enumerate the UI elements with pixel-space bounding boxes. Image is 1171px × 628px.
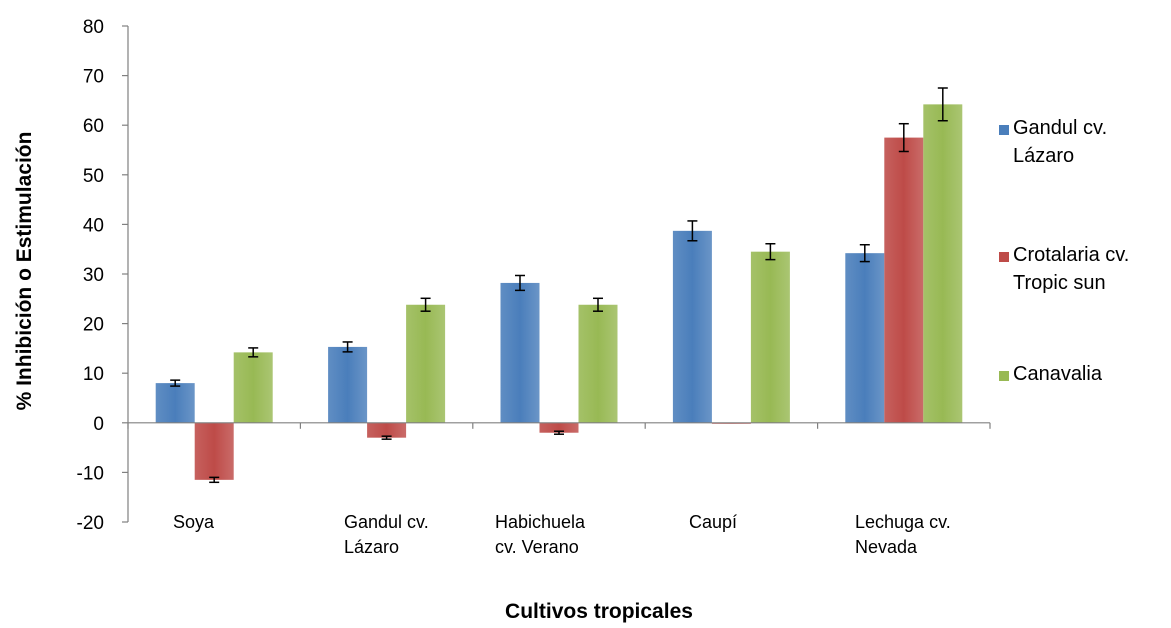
category-label: Habichuela cv. Verano bbox=[495, 512, 586, 557]
category-label: Caupí bbox=[689, 512, 737, 532]
y-axis-title: % Inhibición o Estimulación bbox=[13, 132, 36, 411]
bar bbox=[194, 422, 234, 480]
y-tick-label: 40 bbox=[83, 215, 104, 236]
bar bbox=[923, 104, 963, 423]
bar bbox=[750, 251, 790, 423]
y-tick-label: 20 bbox=[83, 315, 104, 336]
legend: Gandul cv. Lázaro Crotalaria cv. Tropic sun… bbox=[999, 117, 1129, 385]
bar bbox=[406, 304, 446, 423]
y-tick-label: 60 bbox=[83, 116, 104, 137]
bar bbox=[500, 282, 540, 423]
y-tick-label: 80 bbox=[83, 17, 104, 38]
bar bbox=[672, 230, 712, 423]
y-tick-label: -20 bbox=[77, 513, 104, 534]
legend-swatch bbox=[999, 252, 1009, 262]
legend-label: Gandul cv. Lázaro bbox=[1013, 117, 1107, 167]
legend-swatch bbox=[999, 371, 1009, 381]
bar bbox=[845, 253, 885, 423]
category-label: Lechuga cv. Nevada bbox=[855, 512, 951, 557]
bar bbox=[578, 304, 618, 423]
legend-swatch bbox=[999, 125, 1009, 135]
x-axis-title: Cultivos tropicales bbox=[505, 600, 693, 623]
category-label: Gandul cv. Lázaro bbox=[344, 512, 429, 557]
y-tick-label: 50 bbox=[83, 166, 104, 187]
y-tick-label: 0 bbox=[93, 414, 104, 435]
y-tick-label: 30 bbox=[83, 265, 104, 286]
bar bbox=[155, 383, 195, 423]
y-tick-label: 70 bbox=[83, 67, 104, 88]
bar bbox=[539, 422, 579, 433]
category-label: Soya bbox=[173, 512, 215, 532]
bar bbox=[328, 346, 368, 423]
bar bbox=[367, 422, 407, 438]
y-tick-label: 10 bbox=[83, 364, 104, 385]
plot-area bbox=[155, 87, 963, 484]
bar bbox=[233, 352, 273, 423]
legend-label: Canavalia bbox=[1013, 363, 1103, 385]
axes: -20 -10 0 10 20 30 40 50 60 70 80 Soya Gandul cv. Láz… bbox=[77, 17, 991, 557]
y-tick-label: -10 bbox=[77, 463, 104, 484]
bar bbox=[884, 137, 924, 423]
legend-label: Crotalaria cv. Tropic sun bbox=[1013, 244, 1129, 294]
